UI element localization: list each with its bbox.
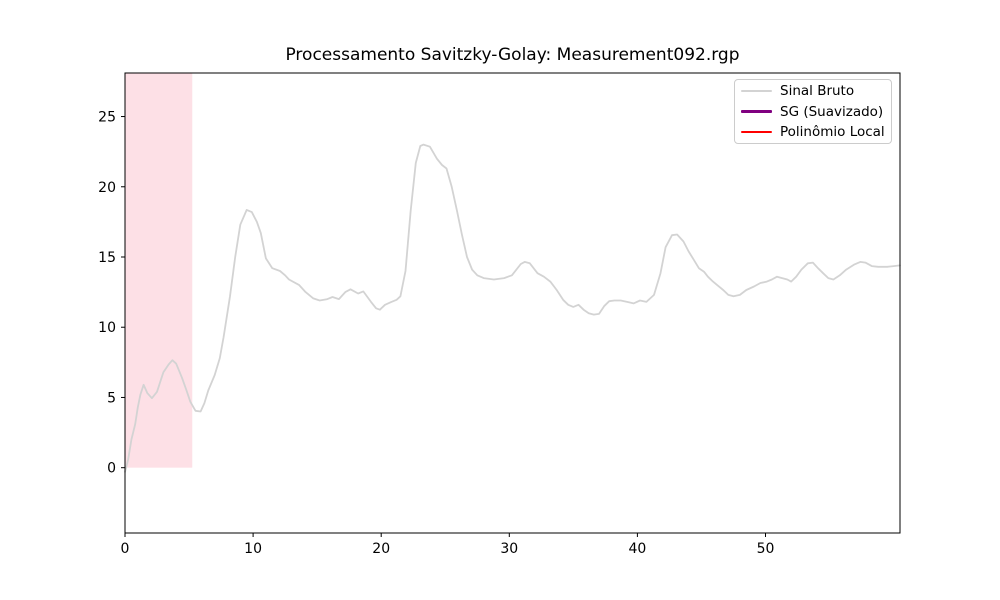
legend-item-sinal-bruto: Sinal Bruto — [741, 82, 891, 100]
legend-item-sg-suavizado: SG (Suavizado) — [741, 103, 891, 121]
legend-line-swatch-sinal-bruto — [741, 90, 772, 93]
legend-line-swatch-polinomio-local — [741, 130, 772, 133]
y-tick-label: 10 — [98, 320, 116, 336]
x-tick-label: 20 — [372, 541, 390, 557]
legend: Sinal Bruto SG (Suavizado) Polinômio Loc… — [734, 79, 892, 144]
x-tick-label: 30 — [500, 541, 518, 557]
legend-item-polinomio-local: Polinômio Local — [741, 123, 891, 141]
y-tick-label: 5 — [107, 390, 116, 406]
plot-border — [124, 72, 901, 534]
x-tick-label: 0 — [121, 541, 130, 557]
highlight-region — [125, 73, 193, 468]
y-tick-label: 20 — [98, 180, 116, 196]
legend-label-sg-suavizado: SG (Suavizado) — [780, 103, 884, 120]
chart-title: Processamento Savitzky-Golay: Measuremen… — [285, 45, 740, 65]
y-tick-label: 15 — [98, 250, 116, 266]
legend-line-swatch-sg-suavizado — [741, 109, 772, 114]
y-tick-label: 0 — [107, 461, 116, 477]
legend-label-sinal-bruto: Sinal Bruto — [780, 83, 855, 100]
x-tick-label: 40 — [628, 541, 646, 557]
x-tick-label: 10 — [244, 541, 262, 557]
legend-label-polinomio-local: Polinômio Local — [780, 123, 885, 140]
y-tick-label: 25 — [98, 110, 116, 126]
x-tick-label: 50 — [757, 541, 775, 557]
series-line-sinal-bruto — [124, 143, 901, 473]
